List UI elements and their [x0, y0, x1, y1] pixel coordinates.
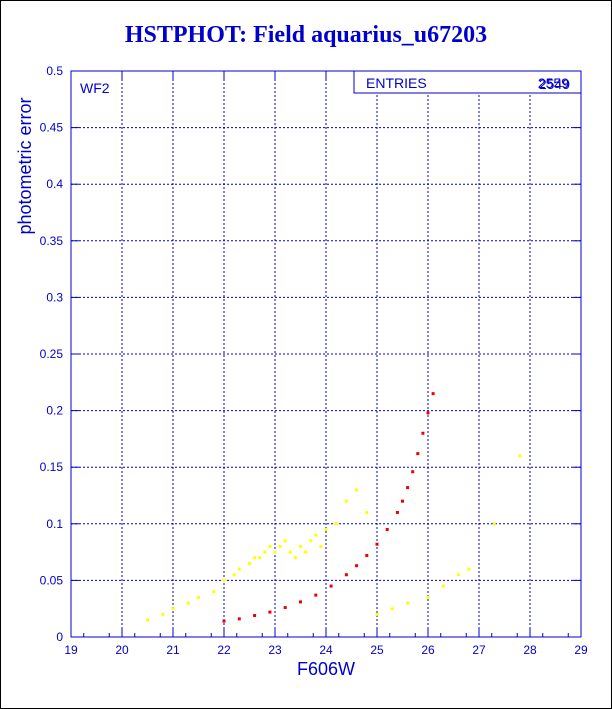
- data-point: [222, 578, 226, 582]
- data-point: [171, 607, 175, 611]
- data-point: [395, 510, 399, 514]
- data-point: [365, 510, 369, 514]
- x-tick-label: 26: [421, 643, 435, 657]
- data-point: [268, 544, 272, 548]
- data-point: [401, 499, 404, 503]
- data-point: [426, 411, 430, 415]
- data-point: [186, 601, 190, 605]
- data-point: [212, 590, 216, 594]
- data-point: [324, 527, 328, 531]
- x-tick-label: 20: [115, 643, 129, 657]
- data-point: [385, 527, 389, 531]
- y-tick-label: 0.45: [40, 121, 64, 135]
- data-point: [426, 595, 430, 599]
- data-point: [375, 612, 379, 616]
- data-point: [283, 539, 287, 543]
- data-point: [258, 556, 262, 560]
- data-point: [222, 619, 226, 623]
- stats-entries-value: 2549: [539, 76, 570, 92]
- data-point: [248, 561, 251, 565]
- data-point: [416, 452, 420, 456]
- y-tick-label: 0.1: [46, 517, 63, 531]
- data-point: [146, 618, 149, 622]
- data-point: [278, 544, 282, 548]
- data-point: [237, 567, 241, 571]
- data-point: [161, 612, 165, 616]
- stats-box: ENTRIES 2559 2549: [353, 70, 582, 94]
- y-tick-label: 0.2: [46, 404, 63, 418]
- x-tick-label: 28: [523, 643, 537, 657]
- data-point: [314, 593, 318, 597]
- data-point: [334, 522, 338, 526]
- y-tick-label: 0.25: [40, 347, 64, 361]
- x-axis-label: F606W: [297, 659, 355, 679]
- data-point: [309, 539, 313, 543]
- data-point: [273, 550, 277, 554]
- y-tick-label: 0: [56, 630, 63, 644]
- data-point: [268, 610, 272, 614]
- data-point: [441, 584, 445, 588]
- data-point: [299, 544, 302, 548]
- data-point: [365, 553, 369, 557]
- stats-entries-label: ENTRIES: [366, 75, 427, 91]
- y-tick-label: 0.05: [40, 573, 64, 587]
- data-point: [492, 522, 496, 526]
- y-tick-label: 0.15: [40, 460, 64, 474]
- panel-label: WF2: [80, 80, 110, 96]
- data-points: [146, 392, 522, 623]
- data-point: [253, 556, 257, 560]
- data-point: [253, 613, 257, 617]
- data-point: [406, 486, 410, 490]
- x-tick-label: 27: [472, 643, 486, 657]
- x-tick-label: 22: [217, 643, 231, 657]
- x-tick-label: 29: [574, 643, 588, 657]
- data-point: [283, 606, 287, 610]
- data-point: [232, 573, 236, 577]
- data-point: [375, 542, 379, 546]
- x-tick-label: 19: [64, 643, 78, 657]
- chart-title: HSTPHOT: Field aquarius_u67203: [124, 22, 488, 48]
- data-point: [355, 488, 359, 492]
- data-point: [304, 550, 308, 554]
- data-point: [390, 607, 394, 611]
- data-point: [288, 550, 292, 554]
- data-point: [197, 595, 200, 599]
- data-point: [467, 567, 471, 571]
- data-point: [319, 544, 323, 548]
- data-point: [344, 499, 348, 503]
- y-axis-label: photometric error: [15, 97, 35, 234]
- data-point: [518, 454, 522, 458]
- data-point: [293, 556, 297, 560]
- x-tick-label: 25: [370, 643, 384, 657]
- y-tick-label: 0.3: [46, 290, 63, 304]
- data-point: [329, 584, 333, 588]
- data-point: [314, 533, 318, 537]
- axis-ticks: 19 20 21 22 23 24 25 26 27 28 29 0 0.05 0.1 0.15 0.2 0.2…: [40, 64, 588, 657]
- data-point: [457, 573, 461, 577]
- x-tick-label: 23: [268, 643, 282, 657]
- x-tick-label: 21: [166, 643, 180, 657]
- stats-entries-value: 2559: [538, 75, 569, 91]
- data-point: [263, 550, 267, 554]
- data-point: [431, 392, 435, 396]
- data-point: [237, 617, 241, 621]
- y-tick-label: 0.4: [46, 177, 63, 191]
- y-tick-label: 0.5: [46, 64, 63, 78]
- data-point: [344, 573, 348, 577]
- data-point: [411, 470, 415, 474]
- y-tick-label: 0.35: [40, 234, 64, 248]
- data-point: [421, 431, 425, 435]
- data-point: [406, 601, 410, 605]
- data-point: [355, 564, 359, 568]
- data-point: [299, 600, 302, 604]
- x-tick-label: 24: [319, 643, 333, 657]
- grid: [71, 71, 581, 637]
